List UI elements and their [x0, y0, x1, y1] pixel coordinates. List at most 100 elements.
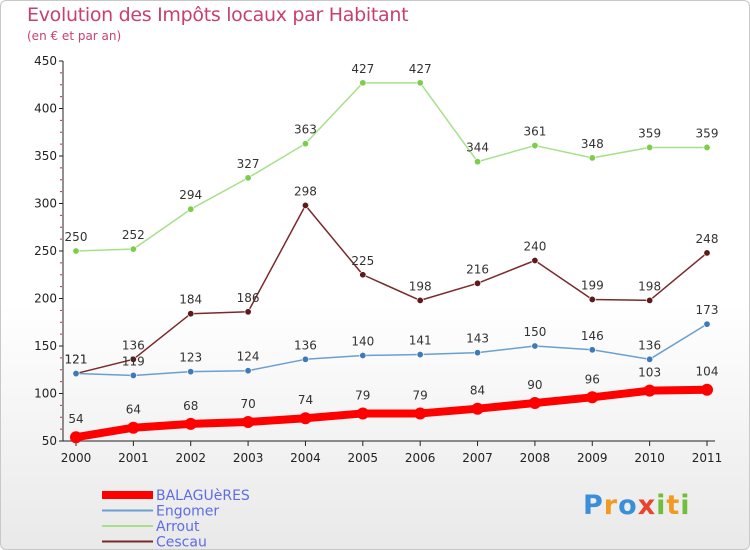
data-label: 150 — [523, 325, 546, 339]
data-label: 54 — [68, 412, 83, 426]
data-point — [588, 154, 596, 162]
y-tick-label: 400 — [34, 102, 57, 116]
data-point — [474, 158, 482, 166]
legend-entry-label: Cescau — [156, 535, 207, 550]
data-point — [242, 416, 255, 428]
data-point — [588, 295, 596, 303]
chart-subtitle: (en € et par an) — [27, 29, 122, 43]
legend-entry-label: BALAGUèRES — [156, 488, 250, 504]
data-label: 359 — [696, 126, 719, 140]
data-point — [531, 142, 539, 150]
data-point — [187, 368, 195, 376]
data-label: 184 — [179, 293, 202, 307]
data-point — [531, 342, 539, 350]
y-tick-label: 250 — [34, 244, 57, 258]
data-point — [356, 407, 369, 420]
y-tick-label: 350 — [34, 149, 57, 163]
data-label: 136 — [122, 338, 145, 352]
data-label: 225 — [351, 254, 374, 268]
chart-title: Evolution des Impôts locaux par Habitant — [27, 4, 409, 26]
data-point — [301, 140, 309, 148]
x-tick-label: 2003 — [233, 451, 264, 465]
data-label: 74 — [298, 393, 313, 407]
y-tick-label: 100 — [34, 387, 57, 401]
data-label: 298 — [294, 184, 317, 198]
data-point — [646, 143, 654, 151]
series-line-arrout — [75, 82, 708, 252]
data-point — [72, 247, 80, 255]
data-point — [416, 79, 424, 87]
data-point — [244, 308, 252, 316]
x-tick-label: 2010 — [634, 451, 665, 465]
data-label: 327 — [237, 157, 260, 171]
y-tick-label: 450 — [34, 54, 57, 68]
data-point — [701, 383, 713, 396]
data-label: 141 — [409, 334, 432, 348]
data-point — [414, 407, 427, 420]
data-label: 64 — [126, 403, 141, 417]
data-label: 348 — [581, 137, 604, 151]
legend-entry-label: Arrout — [156, 519, 200, 535]
data-point — [528, 397, 541, 409]
data-label: 79 — [355, 388, 370, 402]
data-label: 68 — [183, 399, 198, 413]
data-point — [531, 256, 539, 264]
data-point — [244, 367, 252, 375]
y-tick-label: 200 — [34, 292, 57, 306]
x-tick-label: 2005 — [348, 451, 379, 465]
data-point — [244, 174, 252, 182]
data-label: 198 — [638, 279, 661, 293]
data-point — [129, 245, 137, 253]
data-label: 361 — [523, 125, 546, 139]
data-point — [301, 355, 309, 363]
data-label: 121 — [65, 353, 88, 367]
data-label: 70 — [240, 397, 255, 411]
data-point — [703, 320, 711, 328]
data-point — [588, 346, 596, 354]
data-point — [703, 249, 711, 257]
y-tick-label: 150 — [34, 339, 57, 353]
x-tick-label: 2004 — [290, 451, 321, 465]
data-point — [474, 279, 482, 287]
data-label: 359 — [638, 126, 661, 140]
data-label: 140 — [351, 335, 374, 349]
data-point — [646, 355, 654, 363]
data-point — [70, 431, 82, 444]
data-point — [127, 421, 140, 434]
data-label: 146 — [581, 329, 604, 343]
data-point — [72, 370, 80, 378]
x-tick-label: 2006 — [405, 451, 436, 465]
data-label: 199 — [581, 278, 604, 292]
data-point — [129, 355, 137, 363]
data-label: 123 — [179, 351, 202, 365]
data-label: 240 — [523, 240, 546, 254]
data-point — [187, 205, 195, 213]
data-point — [474, 349, 482, 357]
series-line-engomer — [75, 323, 708, 377]
data-label: 186 — [237, 291, 260, 305]
data-point — [646, 296, 654, 304]
chart-data-labels: 250 252 294 327 363 427 427 344 361 348 359 359 121 1… — [65, 62, 719, 426]
data-label: 96 — [585, 372, 600, 386]
data-label: 173 — [696, 303, 719, 317]
x-tick-label: 2008 — [520, 451, 551, 465]
data-point — [359, 351, 367, 359]
y-tick-label: 300 — [34, 197, 57, 211]
data-label: 294 — [179, 188, 202, 202]
data-label: 136 — [638, 338, 661, 352]
legend-entry-label: Engomer — [156, 504, 219, 520]
data-label: 90 — [527, 378, 542, 392]
data-point — [359, 271, 367, 279]
data-point — [416, 296, 424, 304]
data-point — [416, 351, 424, 359]
data-point — [471, 402, 484, 415]
data-label: 104 — [696, 365, 719, 379]
x-tick-label: 2001 — [118, 451, 149, 465]
data-label: 79 — [413, 388, 428, 402]
series-line-cescau — [75, 204, 708, 375]
data-label: 136 — [294, 338, 317, 352]
data-label: 216 — [466, 262, 489, 276]
data-label: 198 — [409, 279, 432, 293]
